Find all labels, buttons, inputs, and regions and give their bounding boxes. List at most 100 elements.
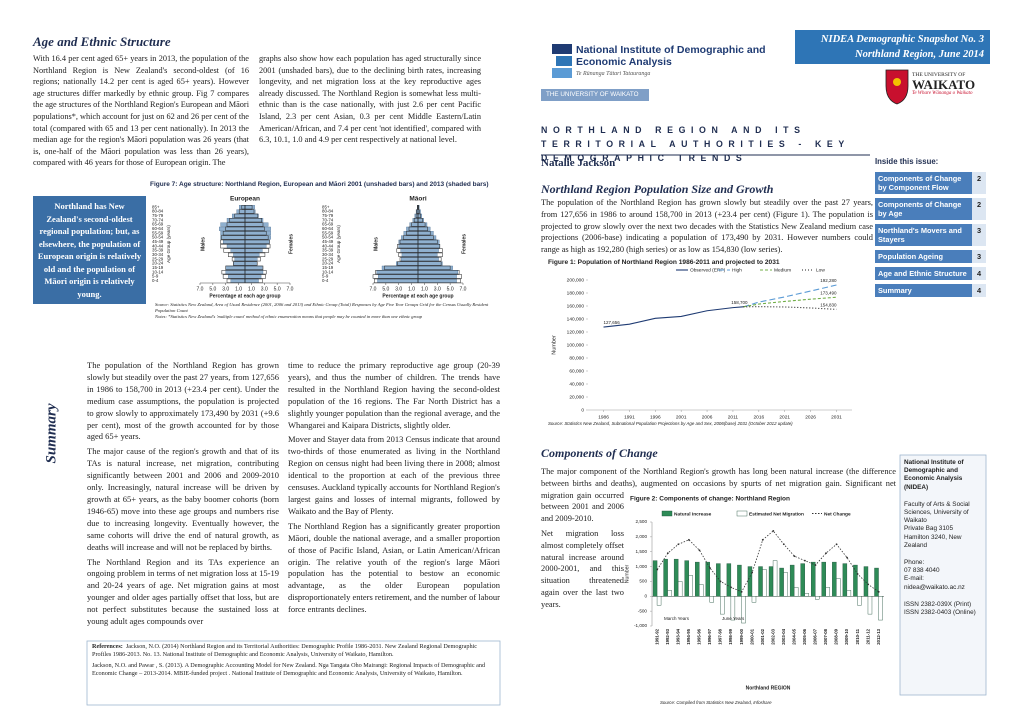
data-label: 154,830 — [820, 303, 837, 308]
point — [846, 556, 848, 559]
x-tick-label: 1995-96 — [697, 628, 702, 644]
data-label: 158,700 — [731, 300, 748, 305]
figure-source: Source: Compiled from Statistics New Zea… — [660, 700, 772, 705]
source: Source: Statistics New Zealand, Area of … — [155, 302, 489, 313]
pyramid-bar — [417, 270, 460, 275]
paragraph: time to reduce the primary reproductive … — [288, 360, 500, 430]
pyramid-bar — [244, 248, 270, 253]
section-heading: Components of Change — [541, 446, 658, 460]
annotation: June Years — [722, 616, 745, 621]
pyramid-bar — [244, 235, 269, 240]
pyramid-bar — [244, 231, 267, 236]
x-tick-label: 1996 — [650, 414, 661, 420]
males-label: Males — [373, 237, 379, 251]
point — [814, 564, 817, 566]
bar — [673, 558, 679, 597]
pyramid-bar — [417, 270, 459, 275]
x-tick-label: 2009-10 — [844, 628, 849, 644]
pyramid-bar — [417, 257, 442, 262]
legend-label: Natural Increase — [674, 511, 712, 517]
age-label: 75-79 — [322, 213, 334, 218]
point — [740, 590, 743, 593]
pyramid-bar — [381, 265, 419, 270]
paragraph: The Northland Region has a significantly… — [288, 520, 500, 615]
x-tick-label: 2011-12 — [865, 628, 870, 644]
x-axis-label: Northland REGION — [746, 685, 791, 691]
x-tick-label: 1.0 — [421, 286, 428, 292]
point — [804, 559, 806, 562]
contact-line: 07 838 4040 — [904, 567, 940, 575]
pyramid-bar — [417, 261, 442, 266]
inside-row: Population Ageing 3 — [875, 250, 986, 263]
legend-label: High — [732, 267, 742, 273]
y-tick-label: 100,000 — [567, 342, 585, 348]
pyramid-bar — [401, 252, 419, 257]
nidea-maori-name: Te Rūnanga Tātari Tatauranga — [576, 71, 651, 77]
age-label: 45-49 — [152, 239, 164, 244]
age-label: 15-19 — [152, 265, 164, 270]
pyramid-bar — [233, 261, 246, 266]
y-tick-label: 500 — [639, 579, 647, 584]
pyramid-bar — [244, 261, 257, 266]
legend-label: Observed (ERP) — [690, 267, 726, 273]
x-tick-label: 3.0 — [261, 286, 268, 292]
inside-heading: Inside this issue: — [875, 157, 939, 166]
pyramid-bar — [244, 205, 255, 210]
pyramid-bar — [244, 239, 270, 244]
point — [666, 552, 669, 555]
inside-item: Components of Change by Age — [875, 198, 972, 220]
pyramid-bar — [230, 248, 246, 253]
legend-swatch — [661, 510, 673, 517]
inside-item: Summary — [875, 284, 972, 297]
pyramid-bar — [417, 231, 434, 236]
age-label: 10-14 — [152, 269, 164, 274]
pyramid-bar — [417, 278, 457, 283]
x-tick-label: 5.0 — [447, 286, 454, 292]
bar — [836, 578, 841, 597]
x-tick-label: 2000-01 — [749, 628, 754, 644]
waikato-line2: WAIKATO — [912, 77, 976, 92]
age-label: 5-9 — [322, 274, 329, 279]
pyramid-bar — [401, 235, 419, 240]
point — [782, 543, 785, 546]
pyramid-bar — [244, 278, 259, 283]
bar — [741, 596, 746, 624]
pyramid-bar — [417, 239, 440, 244]
pyramid-bar — [417, 222, 426, 227]
pyramid-bar — [412, 218, 419, 223]
x-tick-label: 7.0 — [197, 286, 204, 292]
pyramid-bar — [244, 244, 267, 249]
data-label: 192,280 — [820, 278, 837, 283]
bar — [789, 564, 795, 597]
contact-line: E-mail: — [904, 575, 924, 583]
pyramid-bar — [417, 239, 438, 244]
pyramid-bar — [244, 244, 271, 249]
age-label: 20-24 — [322, 261, 334, 266]
header-band: NIDEA Demographic Snapshot No. 3 Northlan… — [795, 30, 990, 64]
x-tick-label: 3.0 — [222, 286, 229, 292]
point — [677, 543, 680, 546]
paragraph: The population of the Northland Region h… — [87, 360, 279, 442]
bar — [846, 590, 852, 597]
x-tick-label: 1.0 — [235, 286, 242, 292]
pyramid-bar — [219, 226, 246, 231]
bar — [730, 596, 736, 621]
figure-source: Source: Statistics New Zealand, Subnatio… — [548, 421, 793, 426]
inside-item: Population Ageing — [875, 250, 972, 263]
section-heading: Northland Region Population Size and Gro… — [541, 182, 774, 196]
pyramid-bar — [377, 278, 419, 283]
nidea-name: National Institute of Demographic and Ec… — [576, 44, 766, 68]
contact: National Institute of Demographic and Ec… — [904, 459, 984, 617]
pyramid-bar — [244, 222, 269, 227]
pyramid-bar — [403, 231, 419, 236]
age-label: 35-39 — [322, 248, 334, 253]
waikato-crest — [885, 69, 909, 105]
y-tick-label: -500 — [638, 608, 648, 613]
x-tick-label: 1986 — [598, 414, 609, 420]
pyramid-bar — [244, 205, 253, 210]
y-axis-label: Age Group (years) — [336, 225, 341, 263]
y-tick-label: 0 — [581, 407, 584, 413]
inside-list: Components of Change by Component Flow 2 C… — [875, 172, 986, 297]
point — [793, 555, 796, 558]
pyramid-bar — [417, 274, 457, 279]
